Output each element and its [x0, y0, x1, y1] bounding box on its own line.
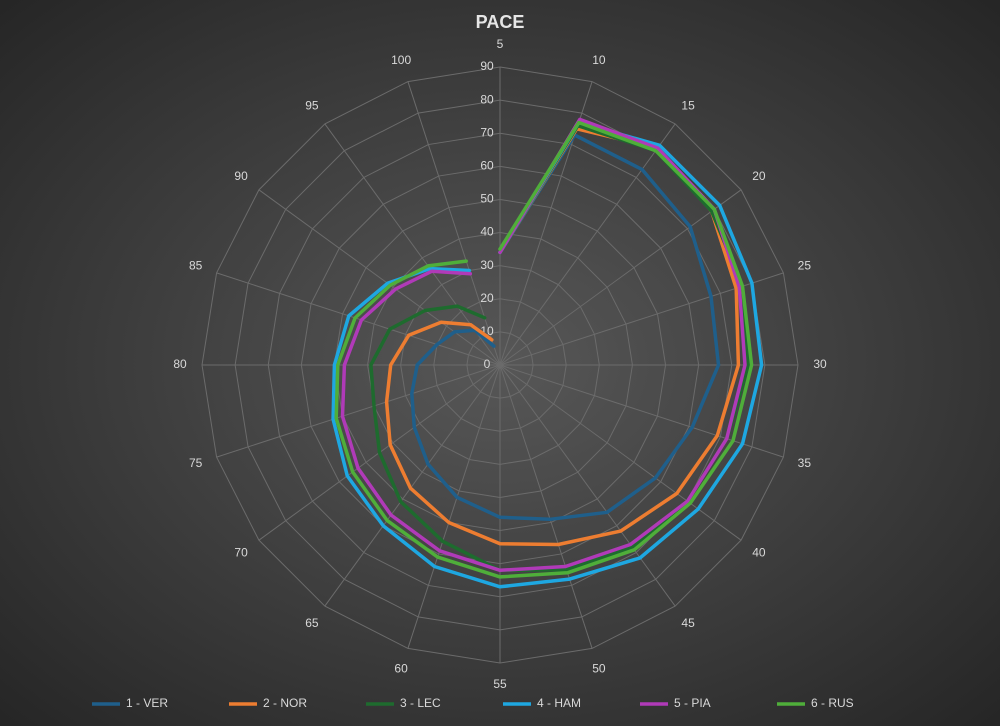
- category-label: 35: [798, 456, 812, 470]
- category-label: 80: [173, 357, 187, 371]
- category-label: 60: [394, 662, 408, 676]
- category-label: 55: [493, 677, 507, 691]
- category-label: 100: [391, 53, 411, 67]
- spoke: [499, 364, 676, 607]
- category-label: 70: [234, 545, 248, 559]
- category-label: 20: [752, 169, 766, 183]
- legend-label: 2 - NOR: [263, 696, 307, 710]
- category-label: 30: [813, 357, 827, 371]
- series-line: [410, 133, 721, 522]
- category-label: 85: [189, 258, 203, 272]
- spoke: [499, 123, 676, 366]
- series-line: [334, 120, 754, 579]
- category-label: 90: [234, 169, 248, 183]
- category-label: 10: [592, 53, 606, 67]
- legend-label: 3 - LEC: [400, 696, 441, 710]
- category-label: 15: [681, 98, 695, 112]
- spoke: [407, 364, 501, 649]
- radial-tick-label: 30: [480, 258, 494, 272]
- radial-tick-label: 90: [480, 59, 494, 73]
- category-label: 50: [592, 662, 606, 676]
- radial-tick-label: 20: [480, 291, 494, 305]
- chart-title: PACE: [476, 12, 525, 32]
- radial-tick-label: 0: [484, 357, 491, 371]
- legend-label: 1 - VER: [126, 696, 168, 710]
- spoke: [499, 189, 742, 366]
- legend-label: 6 - RUS: [811, 696, 854, 710]
- spoke: [216, 272, 501, 366]
- legend-label: 5 - PIA: [674, 696, 711, 710]
- category-label: 40: [752, 545, 766, 559]
- category-label: 5: [497, 37, 504, 51]
- spoke: [499, 364, 784, 458]
- spoke: [499, 364, 593, 649]
- category-label: 75: [189, 456, 203, 470]
- radial-tick-label: 80: [480, 92, 494, 106]
- category-label: 45: [681, 616, 695, 630]
- legend-label: 4 - HAM: [537, 696, 581, 710]
- spoke: [499, 364, 742, 541]
- category-label: 25: [798, 258, 812, 272]
- spoke: [258, 189, 501, 366]
- radial-tick-label: 70: [480, 125, 494, 139]
- radial-tick-label: 60: [480, 159, 494, 173]
- radial-tick-label: 40: [480, 225, 494, 239]
- category-label: 95: [305, 98, 319, 112]
- radial-tick-label: 50: [480, 192, 494, 206]
- category-label: 65: [305, 616, 319, 630]
- series-line: [331, 120, 764, 589]
- spoke: [216, 364, 501, 458]
- spoke: [324, 364, 501, 607]
